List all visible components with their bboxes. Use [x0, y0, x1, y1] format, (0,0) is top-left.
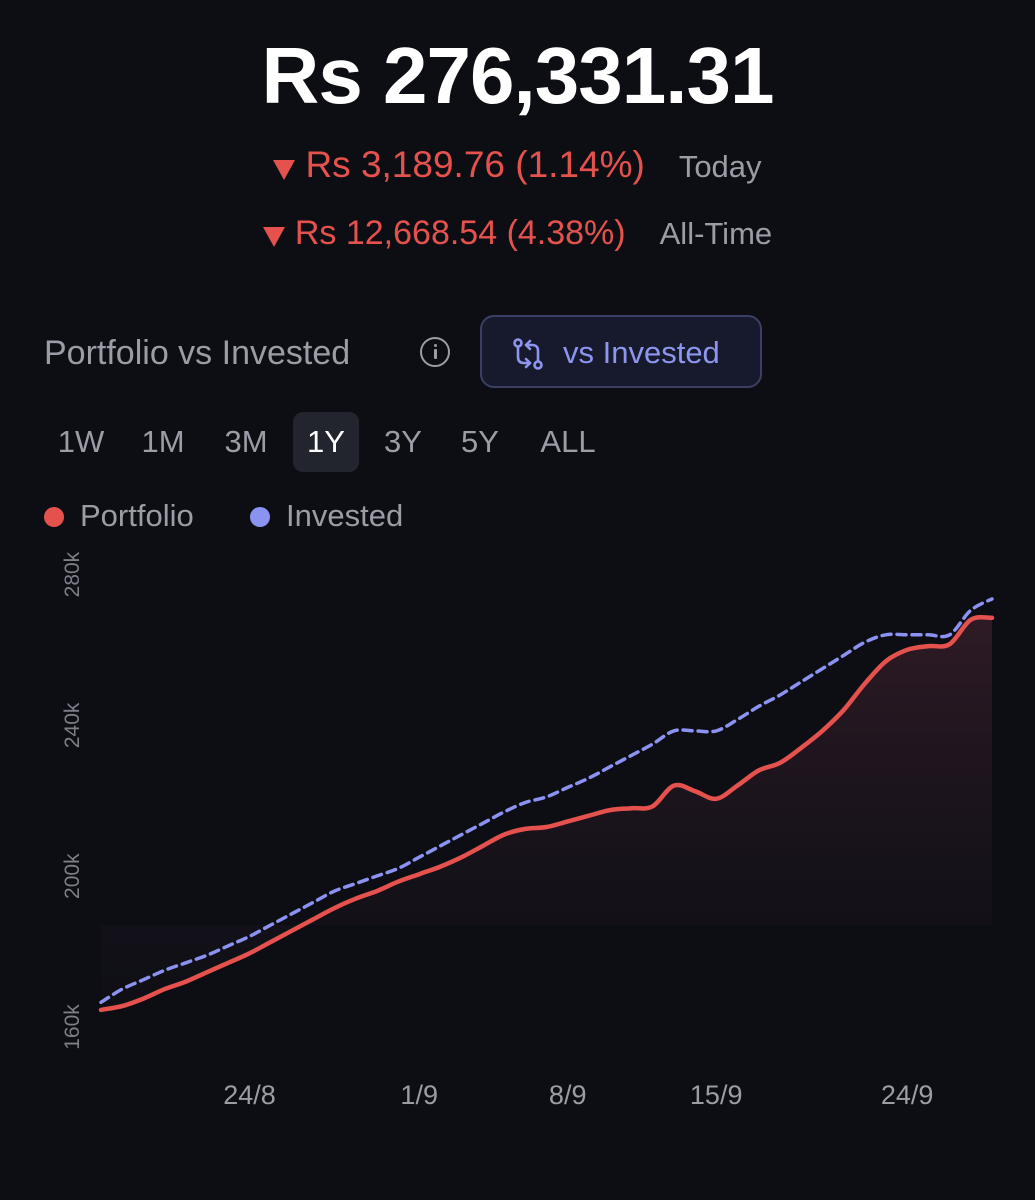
today-change-value: Rs 3,189.76 (1.14%) [305, 144, 645, 185]
info-icon[interactable] [420, 337, 450, 367]
y-tick-label: 160k [61, 1004, 84, 1050]
y-tick-label: 280k [61, 551, 84, 597]
vs-invested-label: vs Invested [563, 335, 720, 370]
all-time-label: All-Time [659, 216, 773, 251]
tab-5y[interactable]: 5Y [461, 424, 499, 459]
x-tick-label: 1/9 [400, 1080, 438, 1110]
tab-1w[interactable]: 1W [57, 424, 105, 459]
swap-arrows-icon [513, 338, 543, 370]
portfolio-total-value: Rs 276,331.31 [261, 31, 775, 120]
portfolio-series-line [98, 614, 995, 1013]
tab-all[interactable]: ALL [540, 424, 596, 459]
invested-series-line [99, 597, 994, 1005]
tab-1y[interactable]: 1Y [293, 412, 359, 472]
tab-3m[interactable]: 3M [224, 424, 268, 459]
x-tick-label: 15/9 [690, 1080, 743, 1110]
time-range-tabs: 1W 1M 3M 1Y 3Y 5Y ALL [0, 412, 1035, 472]
y-tick-label: 240k [61, 702, 84, 748]
legend-invested-dot [250, 507, 270, 527]
tab-3y[interactable]: 3Y [384, 424, 422, 459]
portfolio-area [101, 617, 992, 1010]
x-tick-label: 24/9 [881, 1080, 934, 1110]
today-label: Today [678, 149, 762, 184]
down-triangle-icon [273, 159, 296, 180]
portfolio-vs-invested-chart: 160k200k240k280k320k24/81/98/915/924/9 [61, 551, 995, 1110]
legend-portfolio-dot [44, 507, 64, 527]
all-time-change-row: Rs 12,668.54 (4.38%) All-Time [0, 214, 1035, 253]
chart-section-title: Portfolio vs Invested [44, 334, 351, 372]
vs-invested-button[interactable]: vs Invested [480, 315, 762, 388]
x-tick-label: 8/9 [549, 1080, 587, 1110]
legend-portfolio-label: Portfolio [80, 498, 194, 533]
down-triangle-icon [262, 226, 285, 247]
all-time-change-value: Rs 12,668.54 (4.38%) [294, 214, 626, 252]
x-tick-label: 24/8 [223, 1080, 276, 1110]
legend-invested-label: Invested [286, 498, 404, 533]
y-tick-label: 200k [61, 853, 84, 899]
tab-1m[interactable]: 1M [141, 424, 185, 459]
today-change-row: Rs 3,189.76 (1.14%) Today [0, 144, 1035, 186]
